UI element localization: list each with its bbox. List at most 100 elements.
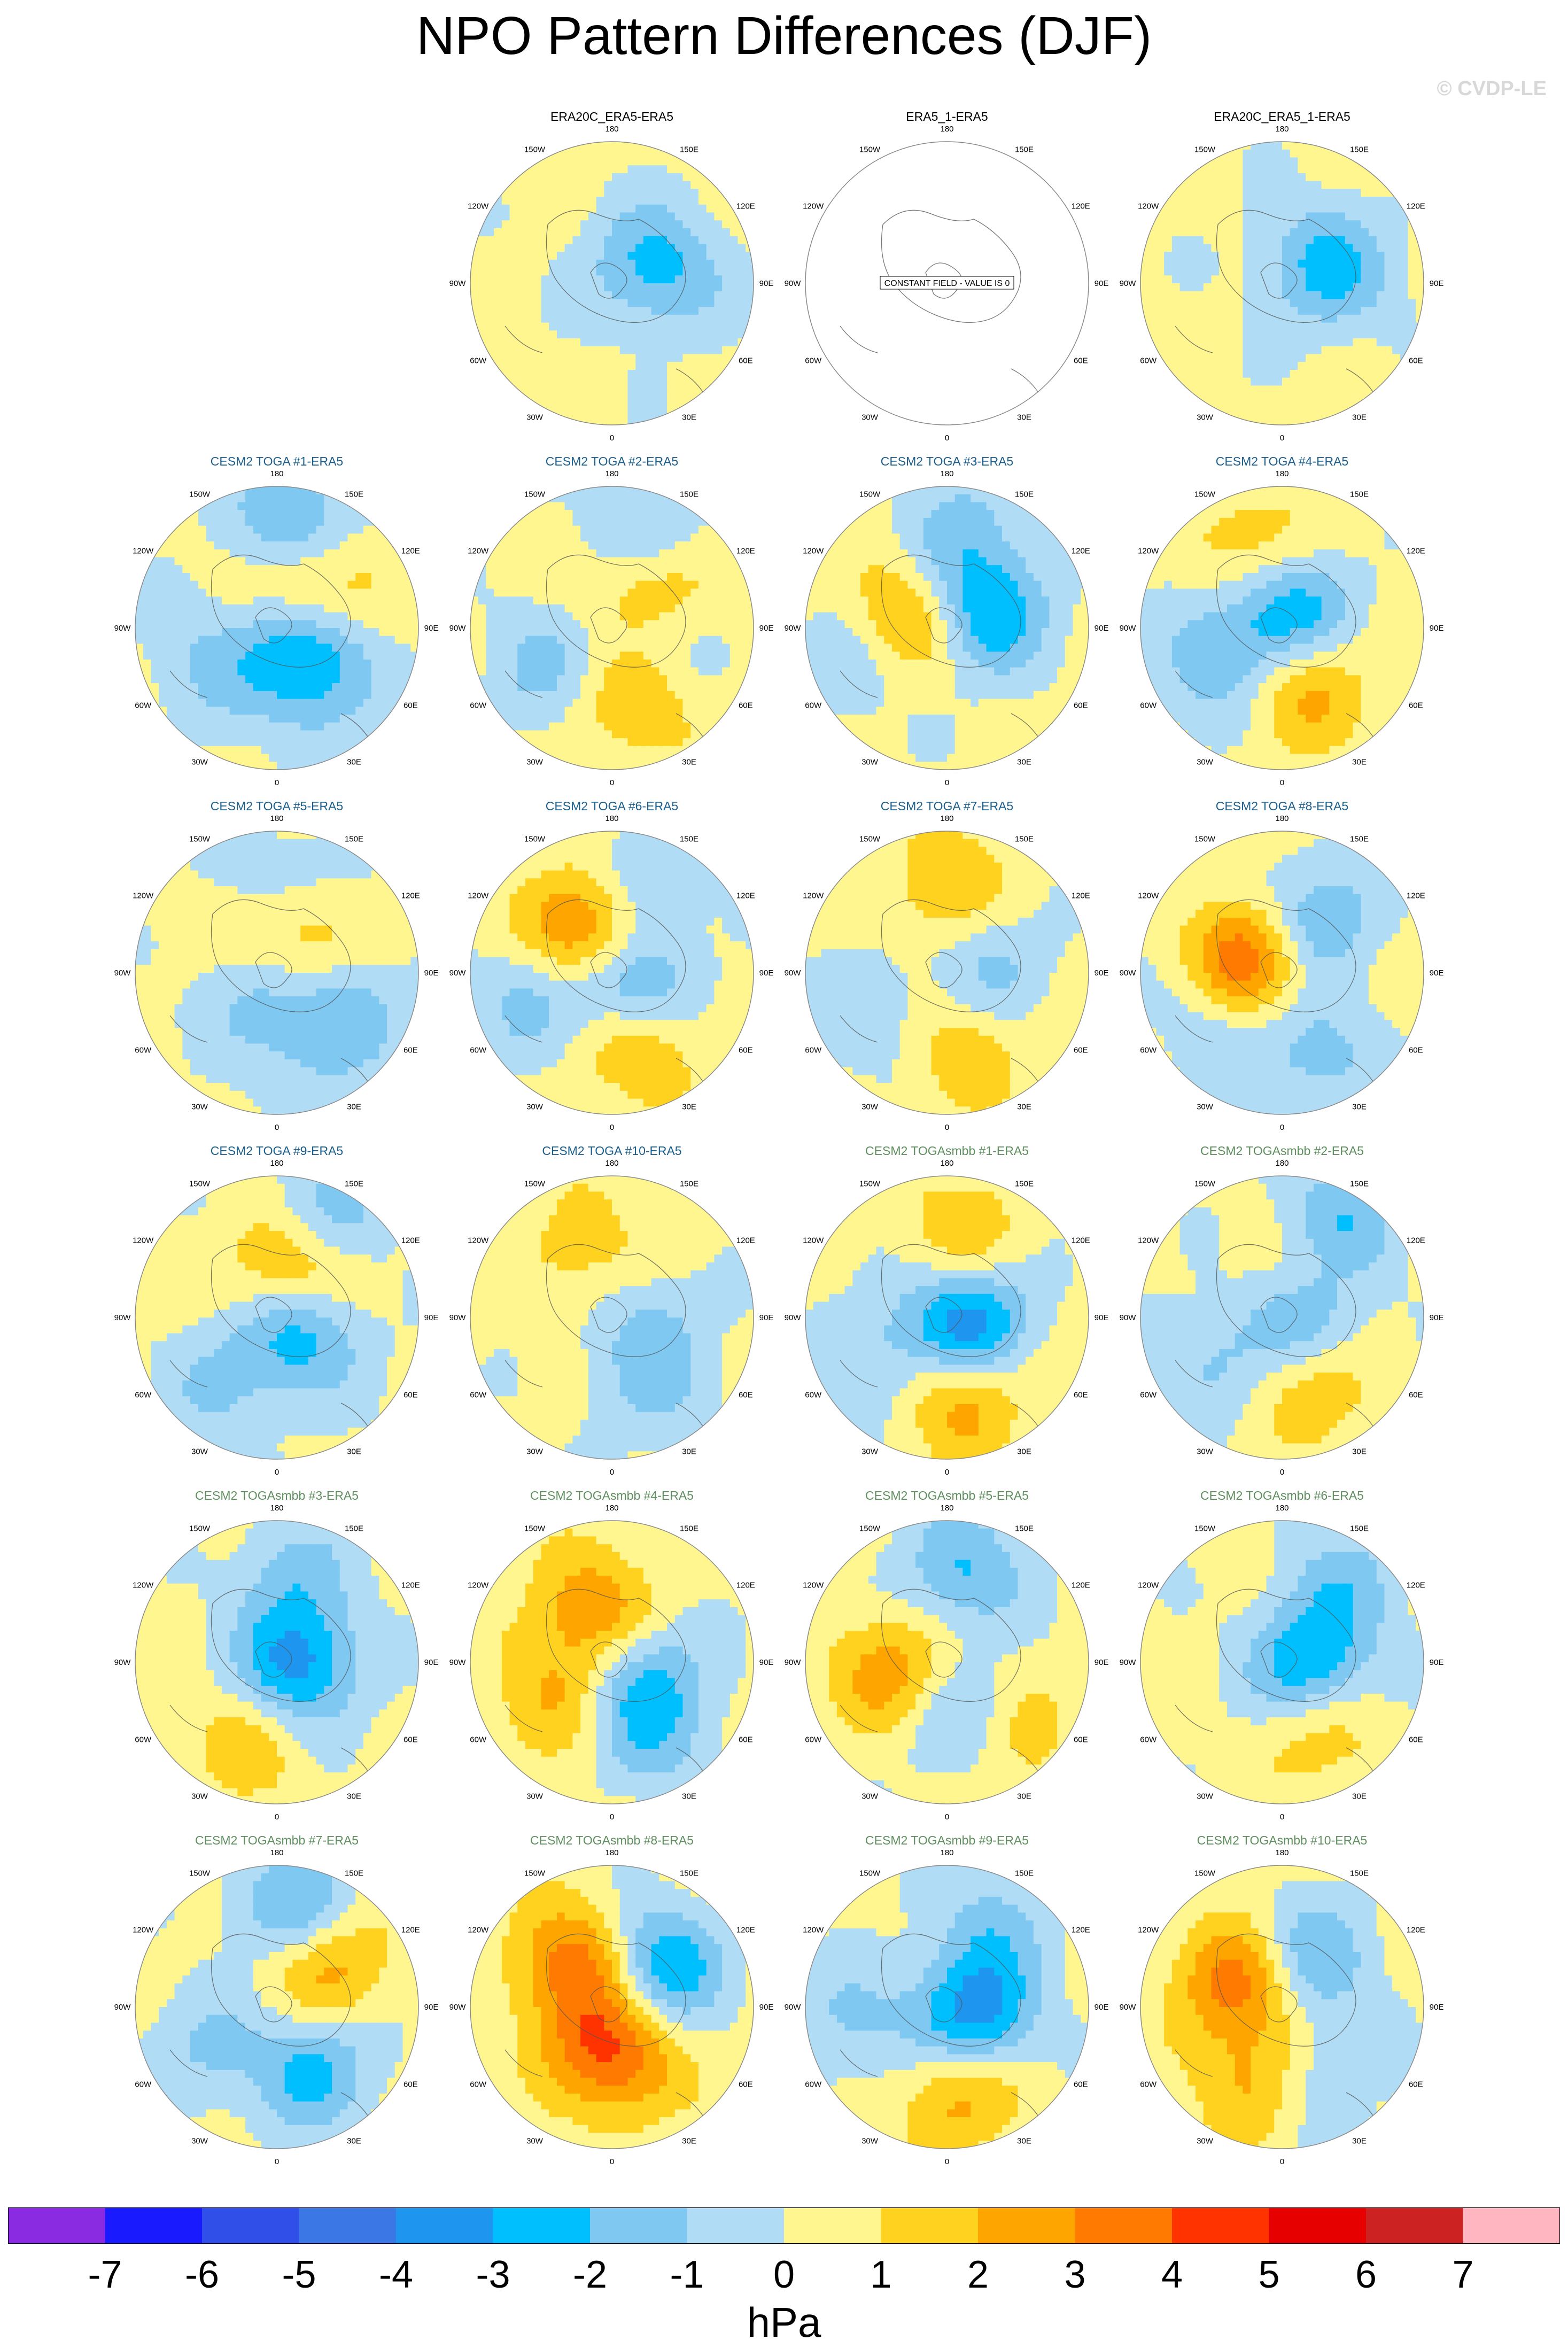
map-panel: CESM2 TOGA #9-ERA5 180 150E 120E 90E 60E 30E 0 3… <box>111 1144 443 1489</box>
contour-field <box>470 1865 754 2149</box>
longitude-label: 30W <box>526 1102 544 1111</box>
colorbar-swatch <box>881 2207 979 2244</box>
map-border <box>1140 486 1424 770</box>
longitude-label: 0 <box>1280 1812 1284 1822</box>
colorbar-tick-label: -4 <box>379 2253 413 2293</box>
longitude-label: 60E <box>1074 701 1088 710</box>
longitude-label: 180 <box>270 1848 283 1857</box>
map-border <box>805 486 1089 770</box>
map-border <box>470 1175 754 1460</box>
polar-map: 180 150E 120E 90E 60E 30E 0 30W 60W 90W 120W 150W <box>449 1848 774 2166</box>
polar-map: 180 150E 120E 90E 60E 30E 0 30W 60W 90W 120W 150W <box>449 814 774 1132</box>
polar-map: 180 150E 120E 90E 60E 30E 0 30W 60W 90W 120W 150W CO… <box>785 125 1109 443</box>
longitude-label: 180 <box>605 1504 618 1513</box>
coastline <box>1175 1588 1379 1780</box>
longitude-label: 60E <box>1074 1046 1088 1055</box>
longitude-label: 150E <box>1015 490 1034 499</box>
map-panel: CESM2 TOGAsmbb #1-ERA5 180 150E 120E 90E 60E 3… <box>781 1144 1113 1489</box>
coastline <box>169 899 374 1091</box>
constant-field-label: CONSTANT FIELD - VALUE IS 0 <box>884 279 1010 288</box>
map-panel: CESM2 TOGAsmbb #2-ERA5 180 150E 120E 90E 60E 3… <box>1116 1144 1448 1489</box>
longitude-label: 90W <box>1120 1658 1137 1667</box>
longitude-label: 150W <box>524 490 546 499</box>
longitude-label: 180 <box>940 1504 953 1513</box>
longitude-label: 150W <box>859 145 881 154</box>
longitude-label: 120E <box>1072 1926 1090 1935</box>
longitude-label: 120W <box>468 1581 489 1590</box>
longitude-label: 90E <box>424 1313 439 1322</box>
longitude-label: 90W <box>449 1658 467 1667</box>
polar-map: 180 150E 120E 90E 60E 30E 0 30W 60W 90W 120W 150W <box>449 1504 774 1822</box>
contour-field <box>470 486 754 770</box>
coastline <box>1175 899 1379 1091</box>
longitude-label: 30E <box>1017 757 1031 766</box>
longitude-label: 150E <box>1015 1869 1034 1878</box>
longitude-label: 30E <box>682 757 696 766</box>
map-border <box>805 1865 1089 2149</box>
panel-title: CESM2 TOGAsmbb #1-ERA5 <box>781 1144 1113 1158</box>
longitude-label: 90E <box>424 1658 439 1667</box>
polar-map: 180 150E 120E 90E 60E 30E 0 30W 60W 90W 120W 150W <box>114 814 439 1132</box>
map-panel: CESM2 TOGAsmbb #6-ERA5 180 150E 120E 90E 60E 3… <box>1116 1489 1448 1833</box>
panel-title: CESM2 TOGA #8-ERA5 <box>1116 799 1448 813</box>
map-border <box>470 141 754 425</box>
longitude-label: 0 <box>945 1123 949 1132</box>
longitude-label: 120E <box>1407 202 1425 211</box>
longitude-label: 150E <box>680 1180 698 1189</box>
map-panel: ERA20C_ERA5_1-ERA5 180 150E 120E 90E 60E 30E 0 3… <box>1116 110 1448 454</box>
panel-title: CESM2 TOGA #9-ERA5 <box>111 1144 443 1158</box>
longitude-label: 60W <box>805 357 822 366</box>
longitude-label: 30E <box>1017 1102 1031 1111</box>
longitude-label: 90W <box>114 1658 131 1667</box>
longitude-label: 120E <box>1407 547 1425 556</box>
longitude-label: 120E <box>401 1236 420 1245</box>
longitude-label: 60W <box>1140 2080 1157 2089</box>
longitude-label: 120E <box>736 547 755 556</box>
colorbar-swatch <box>590 2207 687 2244</box>
longitude-label: 180 <box>605 1848 618 1857</box>
panel-title: CESM2 TOGAsmbb #4-ERA5 <box>446 1489 778 1503</box>
longitude-label: 150W <box>524 1869 546 1878</box>
longitude-label: 90W <box>449 2003 467 2012</box>
longitude-label: 60W <box>135 1735 152 1745</box>
longitude-label: 30E <box>347 1102 361 1111</box>
longitude-label: 60E <box>403 1391 418 1400</box>
longitude-label: 150E <box>680 1524 698 1533</box>
longitude-label: 0 <box>610 778 614 787</box>
longitude-label: 30W <box>861 757 879 766</box>
longitude-label: 120W <box>1138 202 1159 211</box>
longitude-label: 0 <box>610 2157 614 2166</box>
longitude-label: 60W <box>470 2080 487 2089</box>
map-panel: CESM2 TOGAsmbb #10-ERA5 180 150E 120E 90E 60E… <box>1116 1833 1448 2178</box>
longitude-label: 150E <box>680 835 698 844</box>
longitude-label: 30W <box>861 413 879 422</box>
panel-title: CESM2 TOGA #2-ERA5 <box>446 454 778 469</box>
map-panel: CESM2 TOGAsmbb #4-ERA5 180 150E 120E 90E 60E 3… <box>446 1489 778 1833</box>
map-border <box>1140 831 1424 1115</box>
longitude-label: 60W <box>470 701 487 710</box>
map-panel: CESM2 TOGAsmbb #3-ERA5 180 150E 120E 90E 60E 3… <box>111 1489 443 1833</box>
longitude-label: 60W <box>805 1735 822 1745</box>
colorbar-tick-label: -3 <box>476 2253 510 2293</box>
coastline <box>504 210 709 401</box>
longitude-label: 60E <box>403 2080 418 2089</box>
contour-field <box>1140 1865 1424 2149</box>
longitude-label: 180 <box>605 1159 618 1168</box>
longitude-label: 60W <box>470 357 487 366</box>
longitude-label: 30W <box>526 1447 544 1456</box>
longitude-label: 150E <box>1015 835 1034 844</box>
longitude-label: 30W <box>1197 757 1214 766</box>
longitude-label: 90E <box>759 279 774 288</box>
map-border <box>135 1865 419 2149</box>
longitude-label: 180 <box>940 125 953 134</box>
longitude-label: 90E <box>424 624 439 633</box>
colorbar-tick-label: -7 <box>88 2253 122 2293</box>
longitude-label: 60W <box>1140 1046 1157 1055</box>
panel-title: CESM2 TOGA #6-ERA5 <box>446 799 778 813</box>
longitude-label: 60W <box>470 1391 487 1400</box>
map-panel: CESM2 TOGA #7-ERA5 180 150E 120E 90E 60E 30E 0 3… <box>781 799 1113 1144</box>
map-border <box>805 141 1089 425</box>
map-border <box>1140 141 1424 425</box>
longitude-label: 60W <box>135 701 152 710</box>
longitude-label: 150E <box>1015 1524 1034 1533</box>
